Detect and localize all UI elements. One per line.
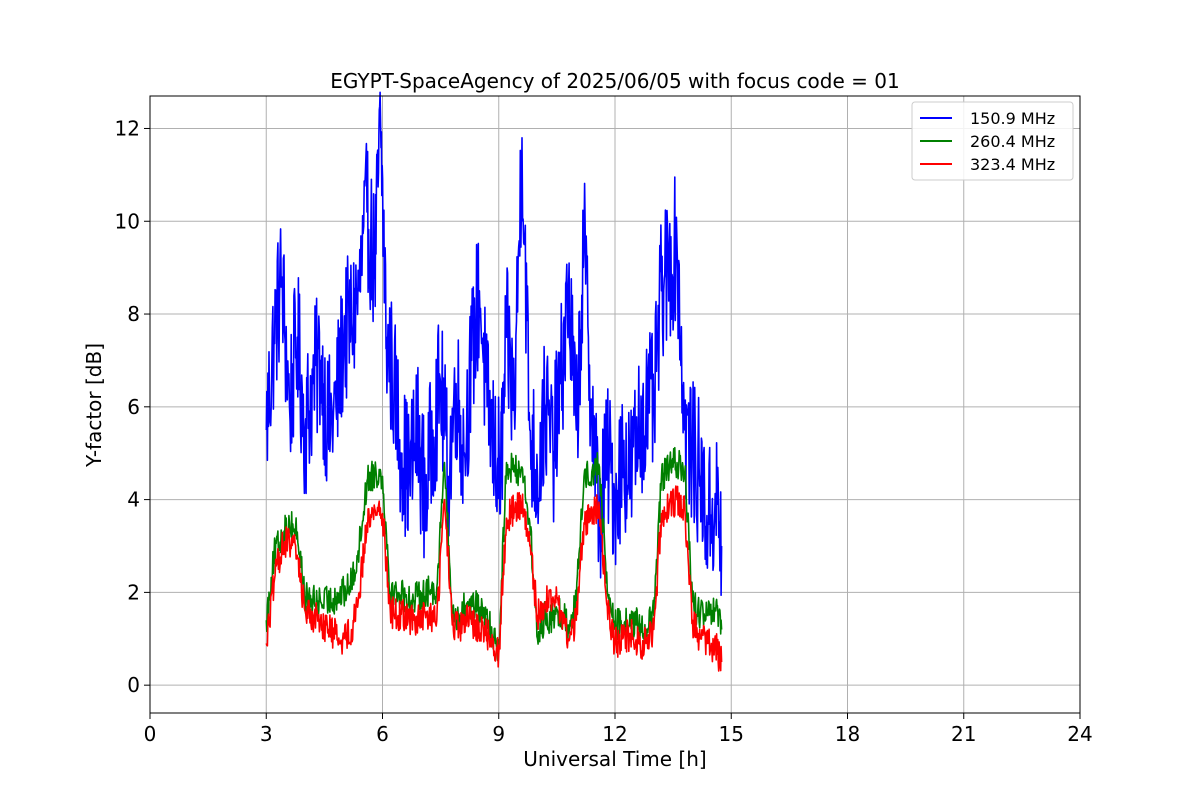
y-tick-label: 10: [115, 209, 140, 233]
y-tick-label: 12: [115, 116, 140, 140]
legend-box: [911, 101, 1074, 181]
y-axis: 0 2 4 6 8 10 12: [115, 116, 150, 697]
series-line-0: [265, 91, 723, 596]
y-tick-label: 4: [127, 488, 140, 512]
x-axis-label: Universal Time [h]: [523, 747, 706, 771]
x-tick-label: 12: [602, 722, 627, 746]
y-axis-label: Y-factor [dB]: [82, 343, 106, 468]
x-tick-label: 6: [376, 722, 389, 746]
y-tick-label: 0: [127, 673, 140, 697]
legend-label-1: 260.4 MHz: [970, 132, 1055, 151]
series-layer: [265, 91, 723, 672]
x-tick-label: 15: [719, 722, 744, 746]
legend-label-0: 150.9 MHz: [970, 109, 1055, 128]
legend: 150.9 MHz 260.4 MHz 323.4 MHz: [911, 101, 1074, 181]
series-line-2: [265, 485, 723, 672]
series-line-1: [265, 446, 723, 662]
y-tick-label: 6: [127, 395, 140, 419]
y-tick-label: 2: [127, 580, 140, 604]
legend-label-2: 323.4 MHz: [970, 155, 1055, 174]
x-tick-label: 3: [260, 722, 273, 746]
x-tick-label: 24: [1067, 722, 1092, 746]
chart-title: EGYPT-SpaceAgency of 2025/06/05 with foc…: [330, 69, 899, 93]
x-axis: 0 3 6 9 12 15 18 21 24: [144, 713, 1093, 746]
x-tick-label: 21: [951, 722, 976, 746]
x-tick-label: 0: [144, 722, 157, 746]
x-tick-label: 18: [835, 722, 860, 746]
y-tick-label: 8: [127, 302, 140, 326]
x-tick-label: 9: [492, 722, 505, 746]
